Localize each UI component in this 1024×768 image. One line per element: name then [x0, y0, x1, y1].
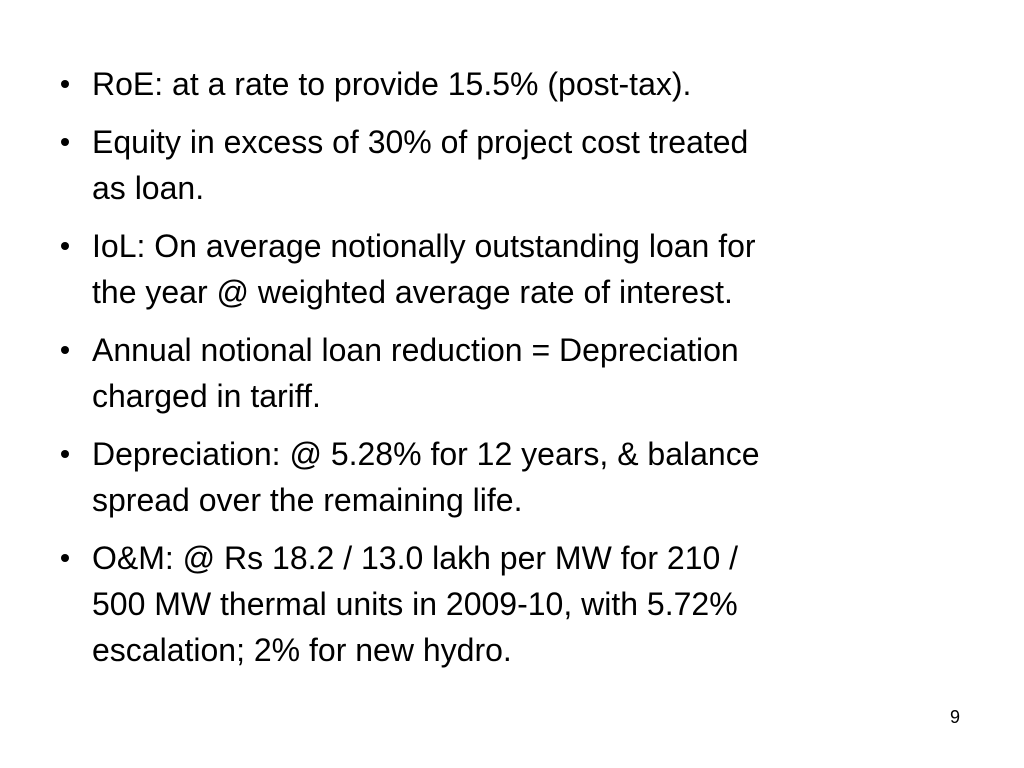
bullet-text: escalation; 2% for new hydro.	[92, 632, 512, 668]
bullet-text: O&M: @ Rs 18.2 / 13.0 lakh per MW for 21…	[92, 540, 739, 576]
bullet-dot	[61, 242, 69, 250]
bullet-text: charged in tariff.	[92, 378, 321, 414]
page-number: 9	[950, 707, 961, 727]
bullet-text: IoL: On average notionally outstanding l…	[92, 228, 756, 264]
bullet-item: RoE: at a rate to provide 15.5% (post-ta…	[61, 61, 992, 107]
bullet-item: IoL: On average notionally outstanding l…	[61, 223, 992, 315]
bullet-text: spread over the remaining life.	[92, 482, 523, 518]
bullet-item: Annual notional loan reduction = Depreci…	[61, 327, 992, 419]
bullet-text: 500 MW thermal units in 2009-10, with 5.…	[92, 586, 738, 622]
bullet-text: RoE: at a rate to provide 15.5% (post-ta…	[92, 66, 692, 102]
bullet-dot	[61, 346, 69, 354]
bullet-list: RoE: at a rate to provide 15.5% (post-ta…	[61, 61, 992, 685]
bullet-item: Equity in excess of 30% of project cost …	[61, 119, 992, 211]
bullet-item: Depreciation: @ 5.28% for 12 years, & ba…	[61, 431, 992, 523]
bullet-text: the year @ weighted average rate of inte…	[92, 274, 733, 310]
bullet-text: as loan.	[92, 170, 205, 206]
bullet-text: Annual notional loan reduction = Depreci…	[92, 332, 739, 368]
bullet-text: Depreciation: @ 5.28% for 12 years, & ba…	[92, 436, 760, 472]
bullet-dot	[61, 450, 69, 458]
bullet-dot	[61, 554, 69, 562]
bullet-item: O&M: @ Rs 18.2 / 13.0 lakh per MW for 21…	[61, 535, 992, 673]
bullet-dot	[61, 80, 69, 88]
bullet-text: Equity in excess of 30% of project cost …	[92, 124, 749, 160]
bullet-dot	[61, 138, 69, 146]
